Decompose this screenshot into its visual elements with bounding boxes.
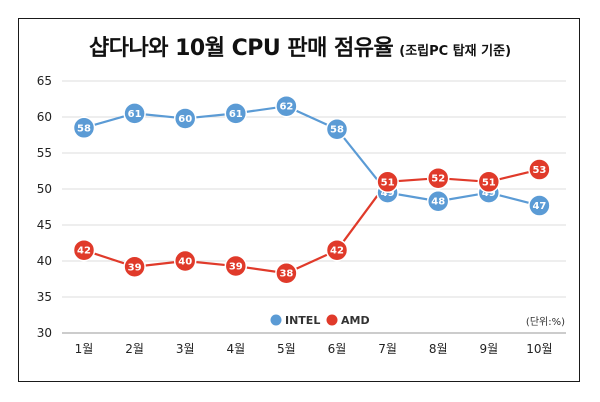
data-point-amd <box>173 249 197 273</box>
data-point-amd <box>224 254 248 278</box>
data-point-intel <box>426 189 450 213</box>
series-line-amd <box>83 168 540 275</box>
chart-title: 샵다나와 10월 CPU 판매 점유율 (조립PC 탑재 기준) <box>0 30 600 62</box>
data-point-amd <box>376 170 399 194</box>
data-point-amd <box>275 261 298 285</box>
data-label-intel: 49 <box>482 188 496 199</box>
data-point-amd <box>72 238 96 262</box>
series-line-intel <box>83 105 540 207</box>
chart-title-text: 샵다나와 10월 CPU 판매 점유율 <box>88 36 394 61</box>
x-tick-label: 1월 <box>75 342 94 356</box>
data-label-intel: 48 <box>431 197 445 208</box>
x-tick-label: 7월 <box>378 342 397 356</box>
y-tick-label: 65 <box>37 74 52 88</box>
x-tick-label: 2월 <box>125 342 144 356</box>
x-tick-label: 4월 <box>226 342 245 356</box>
data-point-intel <box>325 117 349 141</box>
data-point-intel <box>528 194 551 217</box>
data-point-intel <box>224 102 248 125</box>
data-label-intel: 58 <box>77 123 91 134</box>
y-tick-label: 30 <box>37 326 52 340</box>
data-label-amd: 51 <box>381 177 395 188</box>
data-label-amd: 38 <box>279 269 293 280</box>
data-point-amd <box>123 255 146 279</box>
legend-marker-intel <box>270 314 282 326</box>
x-tick-label: 10월 <box>526 342 552 356</box>
data-label-intel: 47 <box>532 201 546 212</box>
data-label-intel: 62 <box>279 102 293 113</box>
data-point-amd <box>325 238 349 262</box>
chart-subtitle: (조립PC 탑재 기준) <box>399 44 512 59</box>
data-label-intel: 61 <box>229 109 243 120</box>
legend-label-amd: AMD <box>341 314 370 327</box>
data-point-amd <box>426 166 450 190</box>
y-tick-label: 50 <box>37 182 52 196</box>
data-label-amd: 52 <box>431 174 445 185</box>
y-tick-label: 45 <box>37 218 52 232</box>
y-tick-label: 35 <box>37 290 52 304</box>
legend-marker-amd <box>326 314 338 326</box>
data-point-intel <box>275 94 298 118</box>
data-label-amd: 42 <box>330 246 344 257</box>
data-label-amd: 42 <box>77 246 91 257</box>
data-label-amd: 39 <box>229 262 243 273</box>
data-label-amd: 40 <box>178 257 192 268</box>
data-label-amd: 51 <box>482 177 496 188</box>
x-tick-label: 5월 <box>277 342 296 356</box>
data-point-intel <box>123 102 146 125</box>
x-tick-label: 6월 <box>328 342 347 356</box>
x-tick-label: 9월 <box>479 342 498 356</box>
data-point-amd <box>477 170 501 194</box>
x-tick-label: 3월 <box>176 342 195 356</box>
legend-label-intel: INTEL <box>285 314 320 327</box>
unit-note: (단위:%) <box>526 315 565 328</box>
data-point-intel <box>72 116 96 140</box>
data-label-amd: 39 <box>128 262 142 273</box>
data-label-amd: 53 <box>532 165 546 176</box>
data-label-intel: 58 <box>330 125 344 136</box>
data-label-intel: 60 <box>178 114 192 125</box>
data-label-intel: 49 <box>381 188 395 199</box>
data-label-intel: 61 <box>128 109 142 120</box>
data-point-intel <box>173 107 197 130</box>
data-point-amd <box>528 158 551 181</box>
y-tick-label: 40 <box>37 254 52 268</box>
y-tick-label: 55 <box>37 146 52 160</box>
x-tick-label: 8월 <box>429 342 448 356</box>
y-tick-label: 60 <box>37 110 52 124</box>
